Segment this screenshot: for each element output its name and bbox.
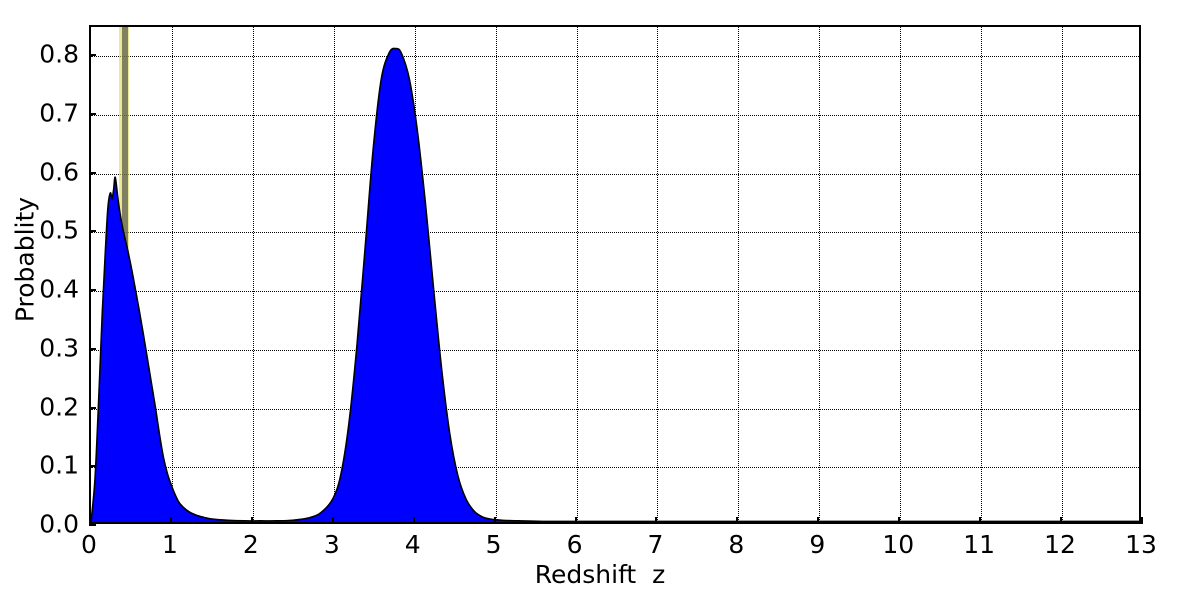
probability-density-fill <box>91 48 1139 522</box>
x-tick-label-8: 8 <box>728 530 745 559</box>
y-tick-label-0.6: 0.6 <box>39 157 79 187</box>
gridline-x-7 <box>657 27 659 522</box>
x-tick-mark-11 <box>979 517 982 524</box>
gridline-y-0.2 <box>91 408 1139 410</box>
x-tick-mark-1 <box>169 517 172 524</box>
y-axis-label: Probablity <box>10 196 40 323</box>
y-tick-mark-0.7 <box>89 113 96 116</box>
x-tick-label-0: 0 <box>81 530 97 559</box>
gridline-x-3 <box>333 27 335 522</box>
y-tick-label-0.0: 0.0 <box>39 509 79 539</box>
y-tick-mark-0.4 <box>89 289 96 292</box>
x-tick-label-11: 11 <box>963 530 996 559</box>
x-tick-mark-8 <box>736 517 739 524</box>
y-tick-label-0.3: 0.3 <box>39 333 79 363</box>
probability-density-curve <box>91 47 1139 522</box>
x-tick-label-2: 2 <box>242 530 259 559</box>
x-tick-mark-0 <box>89 517 91 524</box>
x-tick-label-4: 4 <box>404 530 421 559</box>
x-tick-mark-10 <box>898 517 901 524</box>
y-tick-mark-0.0 <box>89 524 96 526</box>
x-tick-label-9: 9 <box>809 530 826 559</box>
y-tick-mark-0.2 <box>89 406 96 409</box>
gridline-x-2 <box>252 27 254 522</box>
x-tick-label-3: 3 <box>323 530 340 559</box>
gridline-y-0.3 <box>91 349 1139 351</box>
y-tick-mark-0.3 <box>89 347 96 350</box>
gridline-y-0.6 <box>91 173 1139 175</box>
y-tick-label-0.4: 0.4 <box>39 274 79 304</box>
x-tick-mark-2 <box>250 517 253 524</box>
x-tick-label-6: 6 <box>566 530 583 559</box>
y-tick-mark-0.5 <box>89 230 96 233</box>
gridline-y-0.8 <box>91 56 1139 58</box>
gridline-y-0.1 <box>91 467 1139 469</box>
gridline-x-8 <box>738 27 740 522</box>
gridline-x-1 <box>171 27 173 522</box>
y-tick-label-0.2: 0.2 <box>39 392 79 422</box>
gridline-x-12 <box>1062 27 1064 522</box>
y-tick-label-0.1: 0.1 <box>39 450 79 480</box>
y-tick-mark-0.6 <box>89 171 96 174</box>
x-tick-label-13: 13 <box>1125 530 1157 559</box>
x-tick-label-1: 1 <box>161 530 178 559</box>
y-tick-label-0.5: 0.5 <box>39 215 79 245</box>
y-tick-label-0.8: 0.8 <box>39 39 79 69</box>
x-tick-mark-4 <box>412 517 415 524</box>
gridline-x-10 <box>900 27 902 522</box>
gridline-x-11 <box>981 27 983 522</box>
x-tick-label-5: 5 <box>485 530 502 559</box>
gridline-y-0.7 <box>91 115 1139 117</box>
gridline-x-6 <box>576 27 578 522</box>
x-tick-mark-5 <box>493 517 496 524</box>
x-tick-mark-3 <box>331 517 334 524</box>
y-tick-label-0.7: 0.7 <box>39 98 79 128</box>
gridline-y-0.4 <box>91 291 1139 293</box>
gridline-x-9 <box>819 27 821 522</box>
x-axis-label: Redshift z <box>534 560 666 589</box>
probability-density-outline <box>91 47 1139 522</box>
x-tick-mark-13 <box>1141 517 1143 524</box>
plot-area <box>89 25 1141 524</box>
x-tick-label-12: 12 <box>1044 530 1076 559</box>
gridline-y-0.5 <box>91 232 1139 234</box>
x-tick-mark-7 <box>655 517 658 524</box>
x-tick-label-7: 7 <box>647 530 664 559</box>
x-tick-mark-12 <box>1060 517 1063 524</box>
x-tick-mark-6 <box>574 517 577 524</box>
x-tick-mark-9 <box>817 517 820 524</box>
gridline-x-5 <box>495 27 497 522</box>
y-tick-mark-0.8 <box>89 54 96 57</box>
y-tick-mark-0.1 <box>89 465 96 468</box>
x-tick-label-10: 10 <box>882 530 915 559</box>
